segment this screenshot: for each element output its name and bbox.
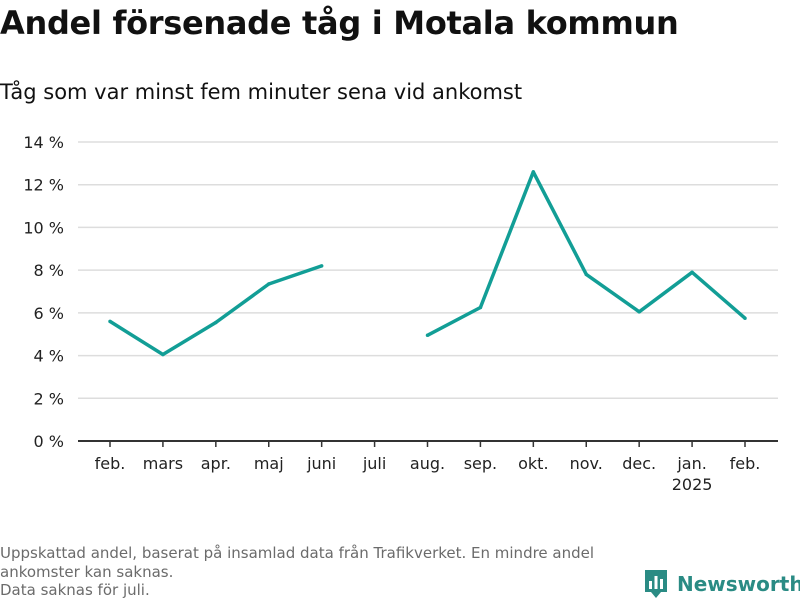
y-tick-label: 12 % xyxy=(23,176,64,195)
data-point xyxy=(478,305,483,310)
y-tick-label: 10 % xyxy=(23,218,64,237)
data-point xyxy=(108,319,112,324)
x-tick-label: sep. xyxy=(464,454,497,473)
data-point xyxy=(584,272,588,277)
x-tick-label: juli xyxy=(362,454,386,473)
bar-chart-logo-icon xyxy=(645,570,667,598)
data-point xyxy=(267,282,271,286)
data-point xyxy=(637,310,641,314)
y-tick-label: 4 % xyxy=(34,347,64,366)
brand-logo: Newsworthy xyxy=(643,568,800,600)
footnote: Uppskattad andel, baserat på insamlad da… xyxy=(0,544,630,600)
gridlines xyxy=(78,141,778,400)
data-point xyxy=(319,264,324,268)
data-point xyxy=(531,170,536,174)
x-tick-label: mars xyxy=(143,454,183,473)
footnote-source: Uppskattad andel, baserat på insamlad da… xyxy=(0,544,595,581)
brand-name: Newsworthy xyxy=(677,572,800,596)
y-axis-tick-labels: 0 % 2 % 4 % 6 % 8 % 10 % 12 % 14 % xyxy=(23,133,64,451)
data-point xyxy=(743,316,747,320)
data-point xyxy=(690,270,694,275)
y-tick-label: 0 % xyxy=(34,432,64,451)
x-tick-label: nov. xyxy=(570,454,603,473)
x-tick-label: apr. xyxy=(201,454,231,473)
chart-title: Andel försenade tåg i Motala kommun xyxy=(0,4,679,42)
x-tick-label: feb. xyxy=(95,454,126,473)
data-point xyxy=(161,352,165,357)
data-point xyxy=(425,333,430,338)
x-tick-label: aug. xyxy=(410,454,445,473)
x-tick-label: jan. xyxy=(676,454,706,473)
footnote-missing-data: Data saknas för juli. xyxy=(0,581,150,599)
series-line-segment xyxy=(426,170,747,337)
x-tick-label: okt. xyxy=(518,454,548,473)
chart-subtitle: Tåg som var minst fem minuter sena vid a… xyxy=(0,80,523,104)
x-tick-label: feb. xyxy=(730,454,761,473)
data-series xyxy=(108,170,747,357)
x-tick-sublabel: 2025 xyxy=(672,475,713,494)
data-point xyxy=(214,320,218,325)
x-axis: feb. mars apr. maj juni juli aug. sep. okt. nov. d… xyxy=(78,440,778,494)
x-tick-label: juni xyxy=(306,454,336,473)
y-tick-label: 14 % xyxy=(23,133,64,152)
y-tick-label: 2 % xyxy=(34,389,64,408)
y-tick-label: 6 % xyxy=(34,304,64,323)
x-tick-label: dec. xyxy=(622,454,656,473)
y-tick-label: 8 % xyxy=(34,261,64,280)
series-line-segment xyxy=(109,264,323,357)
x-tick-label: maj xyxy=(254,454,284,473)
